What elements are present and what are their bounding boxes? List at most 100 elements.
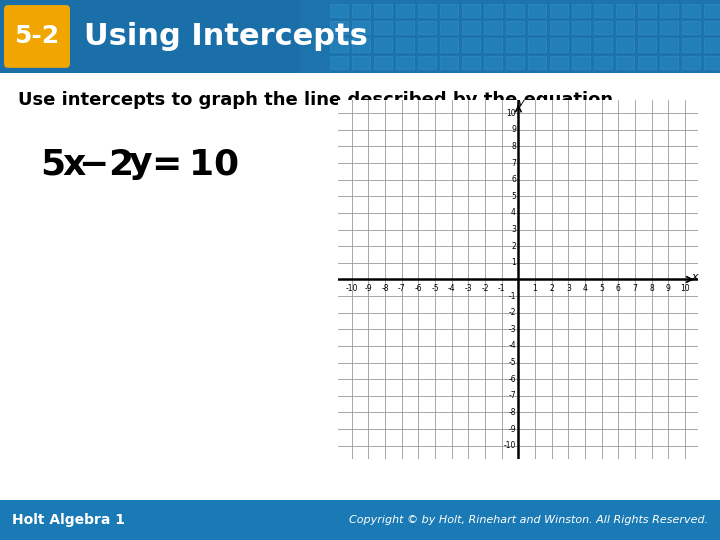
Text: 4: 4 <box>511 208 516 218</box>
Bar <box>572 4 590 17</box>
Bar <box>506 21 524 35</box>
Text: 5-2: 5-2 <box>14 24 60 49</box>
Bar <box>660 4 678 17</box>
Bar <box>462 21 480 35</box>
Bar <box>660 21 678 35</box>
Text: -8: -8 <box>382 284 389 293</box>
FancyBboxPatch shape <box>4 5 70 68</box>
Bar <box>594 4 612 17</box>
Bar <box>330 4 348 17</box>
Bar <box>616 4 634 17</box>
Bar <box>682 56 700 69</box>
Bar <box>528 4 546 17</box>
Text: 9: 9 <box>511 125 516 134</box>
Text: 9: 9 <box>666 284 671 293</box>
Bar <box>396 21 414 35</box>
Bar <box>374 4 392 17</box>
Bar <box>572 38 590 52</box>
Bar <box>484 21 502 35</box>
Text: 2: 2 <box>511 242 516 251</box>
Text: 1: 1 <box>511 258 516 267</box>
Bar <box>440 38 458 52</box>
Bar <box>440 4 458 17</box>
Bar <box>418 56 436 69</box>
Text: -5: -5 <box>431 284 439 293</box>
Bar <box>616 56 634 69</box>
Bar <box>616 38 634 52</box>
Bar <box>638 56 656 69</box>
Bar <box>682 21 700 35</box>
Text: x: x <box>692 272 698 282</box>
Bar <box>550 4 568 17</box>
Bar <box>374 38 392 52</box>
Text: -10: -10 <box>346 284 358 293</box>
Bar <box>462 38 480 52</box>
Text: 2: 2 <box>549 284 554 293</box>
Bar <box>550 21 568 35</box>
Text: 5: 5 <box>599 284 604 293</box>
Bar <box>528 38 546 52</box>
Bar <box>660 38 678 52</box>
Text: Holt Algebra 1: Holt Algebra 1 <box>12 513 125 526</box>
Bar <box>704 21 720 35</box>
Text: -3: -3 <box>464 284 472 293</box>
Text: -7: -7 <box>508 392 516 400</box>
Text: $\mathbf{- 2}$: $\mathbf{- 2}$ <box>78 148 132 182</box>
Text: y: y <box>518 98 524 108</box>
Text: 8: 8 <box>649 284 654 293</box>
Bar <box>396 38 414 52</box>
Text: $\mathit{\mathbf{y}}$: $\mathit{\mathbf{y}}$ <box>128 148 153 182</box>
Bar <box>352 56 370 69</box>
Text: -9: -9 <box>364 284 372 293</box>
Text: -4: -4 <box>448 284 456 293</box>
Text: -6: -6 <box>415 284 422 293</box>
Bar <box>572 56 590 69</box>
Text: $\mathbf{= 10}$: $\mathbf{= 10}$ <box>144 148 239 182</box>
Bar <box>462 56 480 69</box>
Bar <box>396 4 414 17</box>
Bar <box>330 56 348 69</box>
Text: -1: -1 <box>508 292 516 301</box>
Text: Using Intercepts: Using Intercepts <box>84 22 368 51</box>
Text: -2: -2 <box>481 284 489 293</box>
Bar <box>506 4 524 17</box>
Text: 1: 1 <box>533 284 537 293</box>
Bar <box>418 38 436 52</box>
Bar <box>594 21 612 35</box>
Bar <box>440 56 458 69</box>
Text: -5: -5 <box>508 358 516 367</box>
Bar <box>462 4 480 17</box>
Text: 5: 5 <box>511 192 516 201</box>
Text: 7: 7 <box>511 159 516 167</box>
Text: -1: -1 <box>498 284 505 293</box>
Bar <box>374 56 392 69</box>
Bar <box>704 38 720 52</box>
Bar <box>352 4 370 17</box>
Bar <box>682 4 700 17</box>
Text: -6: -6 <box>508 375 516 384</box>
Text: 4: 4 <box>582 284 588 293</box>
Bar <box>352 21 370 35</box>
Bar <box>484 4 502 17</box>
Text: 3: 3 <box>566 284 571 293</box>
Bar <box>550 38 568 52</box>
Text: $\mathit{\mathbf{x}}$: $\mathit{\mathbf{x}}$ <box>62 148 86 182</box>
Text: 10: 10 <box>506 109 516 118</box>
Text: -10: -10 <box>503 441 516 450</box>
Text: -4: -4 <box>508 341 516 350</box>
Text: 7: 7 <box>633 284 637 293</box>
Text: -3: -3 <box>508 325 516 334</box>
Bar <box>638 21 656 35</box>
Bar <box>396 56 414 69</box>
Text: Copyright © by Holt, Rinehart and Winston. All Rights Reserved.: Copyright © by Holt, Rinehart and Winsto… <box>349 515 708 525</box>
Bar <box>572 21 590 35</box>
Bar <box>528 21 546 35</box>
Text: 10: 10 <box>680 284 690 293</box>
Bar <box>330 21 348 35</box>
Bar <box>374 21 392 35</box>
Bar <box>484 38 502 52</box>
Bar <box>506 38 524 52</box>
Bar <box>682 38 700 52</box>
Text: $\mathbf{5}$: $\mathbf{5}$ <box>40 148 65 182</box>
Text: 6: 6 <box>616 284 621 293</box>
